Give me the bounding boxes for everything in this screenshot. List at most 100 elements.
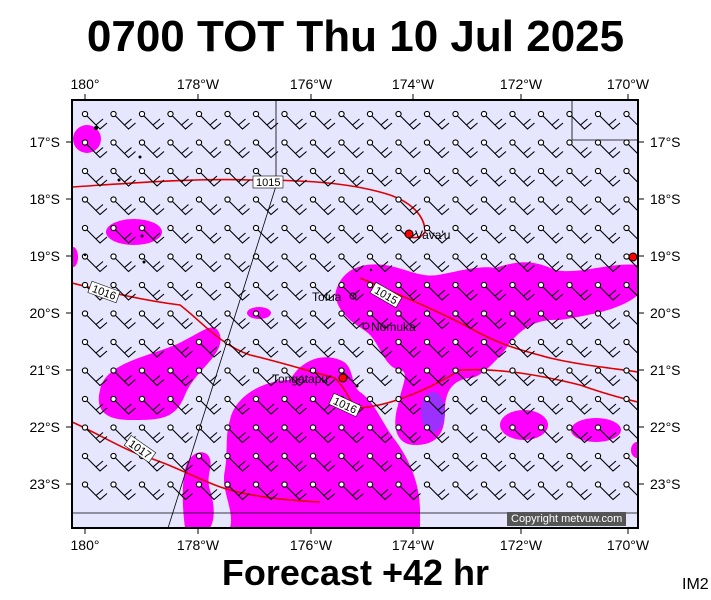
wind-barb (86, 115, 108, 130)
wind-barb (400, 286, 421, 301)
wind-barb-station (623, 481, 630, 488)
wind-barb-station (566, 395, 573, 403)
wind-barb (542, 201, 564, 216)
wind-barb (115, 115, 136, 130)
wind-barb (457, 400, 478, 415)
wind-barb-station (281, 481, 288, 488)
wind-barb (172, 286, 193, 301)
wind-barb-station (366, 167, 374, 175)
wind-barb-station (110, 110, 117, 118)
wind-barb-station (509, 481, 516, 488)
wind-barb-station (309, 310, 317, 317)
wind-barb-station (366, 338, 374, 346)
wind-barb (428, 258, 450, 273)
wind-barb-station (623, 139, 630, 146)
lon-label: 174°W (392, 537, 435, 553)
wind-barb-station (537, 395, 545, 403)
wind-barb-station (566, 281, 573, 289)
wind-barb-station (480, 367, 488, 374)
wind-barb-station (366, 139, 374, 146)
wind-barb-station (537, 452, 545, 460)
lon-label: 178°W (177, 76, 220, 92)
wind-barb-station (423, 224, 431, 232)
wind-barb-station (138, 338, 146, 346)
wind-barb-station (480, 139, 488, 146)
wind-barb (343, 201, 364, 216)
wind-barb (485, 343, 507, 358)
wind-barb-station (395, 481, 402, 488)
wind-barb (257, 457, 279, 472)
wind-barb-station (309, 253, 317, 260)
wind-barb-station (594, 167, 602, 175)
wind-barb (143, 400, 165, 415)
wind-barb-station (480, 452, 488, 460)
wind-barb-station (480, 424, 488, 431)
wind-barb (571, 172, 592, 187)
wind-barb-station (81, 395, 89, 403)
wind-barb (343, 429, 364, 444)
wind-barb-station (395, 167, 402, 175)
wind-barb (428, 429, 450, 444)
wind-barb (542, 429, 564, 444)
lat-label: 22°S (29, 419, 60, 435)
wind-barb-station (338, 167, 345, 175)
wind-barb (286, 144, 307, 159)
wind-barb-station (138, 395, 146, 403)
wind-barb (628, 172, 638, 184)
wind-barb-station (309, 281, 317, 289)
wind-barb-station (566, 167, 573, 175)
lon-label: 170°W (607, 76, 650, 92)
lat-label: 18°S (29, 191, 60, 207)
wind-barb (514, 315, 535, 330)
wind-barb (400, 172, 421, 187)
wind-barb-station (224, 424, 231, 431)
wind-barb (542, 258, 564, 273)
wind-barb (143, 343, 165, 358)
wind-barb (514, 144, 535, 159)
wind-barb-station (252, 110, 260, 118)
wind-barb (286, 486, 307, 501)
wind-barb-station (224, 367, 231, 374)
wind-barb-station (167, 253, 174, 260)
wind-barb (599, 400, 621, 415)
wind-barb-station (167, 281, 174, 289)
wind-barb-station (338, 281, 345, 289)
wind-barb (428, 144, 450, 159)
wind-barb-station (566, 196, 573, 203)
wind-barb-station (195, 367, 203, 374)
wind-barb-station (366, 253, 374, 260)
wind-barb-station (281, 196, 288, 203)
wind-barb (571, 457, 592, 472)
wind-barb (457, 229, 478, 244)
wind-barb-station (566, 424, 573, 431)
wind-barb-station (281, 452, 288, 460)
wind-barb (485, 144, 507, 159)
wind-barb (115, 172, 136, 187)
lat-label: 18°S (650, 191, 681, 207)
wind-barb (286, 429, 307, 444)
lon-label: 176°W (290, 537, 333, 553)
wind-barb-station (623, 452, 630, 460)
wind-barb-station (366, 196, 374, 203)
wind-barb (514, 286, 535, 301)
wind-barb-station (110, 167, 117, 175)
lat-ticks: 17°S 18°S 19°S 20°S 21°S 22°S 23°S 17°S … (29, 134, 680, 492)
wind-barb-station (480, 395, 488, 403)
wind-barb-station (138, 110, 146, 118)
wind-barb (599, 486, 621, 501)
wind-barb (143, 429, 165, 444)
wind-barb (571, 372, 592, 387)
wind-barb (143, 144, 165, 159)
islands (83, 126, 373, 388)
wind-barb (400, 144, 421, 159)
wind-barb (86, 343, 108, 358)
wind-barb-station (423, 139, 431, 146)
wind-barb-station (623, 367, 630, 374)
wind-barb-station (309, 424, 317, 431)
wind-barb (172, 429, 193, 444)
lon-label: 180° (71, 537, 100, 553)
lat-label: 17°S (650, 134, 681, 150)
wind-barb-station (167, 310, 174, 317)
wind-barb (514, 400, 535, 415)
wind-barb (229, 229, 250, 244)
